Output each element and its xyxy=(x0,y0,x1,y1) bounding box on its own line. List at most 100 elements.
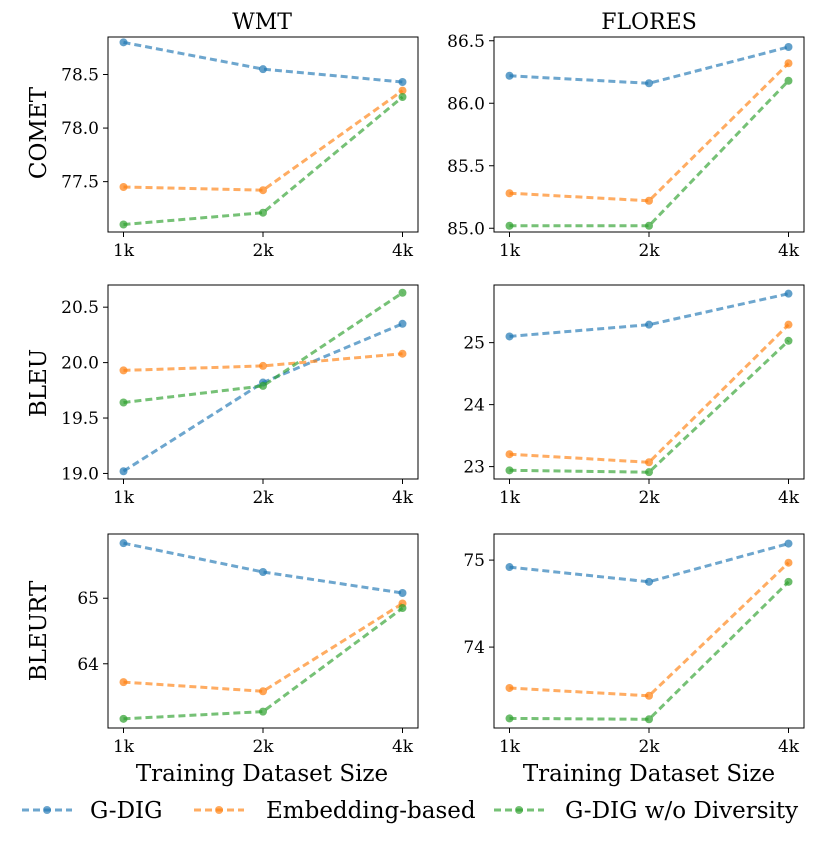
panel-flores-comet: 1k 2k 4k 85.0 85.5 86.0 86.5 xyxy=(447,32,805,261)
panel-flores-comet-y-tick-label-85-0: 85.0 xyxy=(447,219,485,239)
legend: G-DIG Embedding-based G-DIG w/o Diversit… xyxy=(22,798,798,824)
panel-wmt-comet: 1k 2k 4k 77.5 78.0 78.5 xyxy=(61,36,419,261)
panel-wmt-comet-series-embedding-based-point-2k xyxy=(259,186,267,195)
panel-flores-bleu: 1k 2k 4k 23 24 25 xyxy=(463,284,805,508)
panel-wmt-bleu-y-tick-label-19-0: 19.0 xyxy=(61,464,99,484)
panel-wmt-bleurt: 1k 2k 4k 64 65 xyxy=(77,533,419,757)
panel-wmt-bleurt-series-g-dig-point-4k xyxy=(398,588,407,597)
panel-flores-bleu-x-tick-label-1k: 1k xyxy=(499,488,521,508)
panel-flores-comet-x-tick-label-1k: 1k xyxy=(499,241,521,261)
panel-flores-bleurt-series-g-dig-w-o-diversity-point-2k xyxy=(645,715,653,724)
panel-flores-bleu-x-tick-label-2k: 2k xyxy=(638,488,660,508)
panel-flores-bleu-series-g-dig-w-o-diversity-point-1k xyxy=(505,466,514,475)
panel-flores-bleurt-series-embedding-based-point-1k xyxy=(505,683,514,692)
panel-flores-bleurt-series-g-dig-w-o-diversity-point-1k xyxy=(505,714,514,723)
panel-wmt-comet-series-g-dig-point-4k xyxy=(398,78,407,86)
panel-flores-bleurt-y-tick-label-75: 75 xyxy=(463,551,485,571)
panels: 1k 2k 4k 77.5 78.0 78.5 1k 2k 4k 85.0 85.5 86.0 86.5… xyxy=(61,32,805,757)
panel-flores-comet-series-embedding-based-point-4k xyxy=(784,59,793,68)
panel-flores-bleurt-series-g-dig-point-1k xyxy=(505,563,514,572)
panel-wmt-bleurt-x-tick-label-4k: 4k xyxy=(392,737,414,757)
legend-entry-g-dig: G-DIG xyxy=(22,798,162,824)
panel-flores-bleu-y-tick-label-25: 25 xyxy=(463,334,485,354)
panel-wmt-bleu-series-g-dig-w-o-diversity-point-1k xyxy=(119,398,128,407)
panel-wmt-bleurt-series-embedding-based-point-1k xyxy=(119,678,128,687)
panel-wmt-comet-x-tick-label-2k: 2k xyxy=(252,241,274,261)
panel-flores-comet-series-g-dig-w-o-diversity-point-2k xyxy=(645,221,653,230)
panel-wmt-bleu-y-tick-label-20-0: 20.0 xyxy=(61,354,99,374)
x-axis-title-wmt: Training Dataset Size xyxy=(136,761,388,787)
panel-flores-bleurt-series-g-dig-point-2k xyxy=(645,577,653,586)
panel-wmt-bleu-series-embedding-based-point-2k xyxy=(259,361,267,370)
panel-wmt-bleu: 1k 2k 4k 19.0 19.5 20.0 20.5 xyxy=(61,284,419,508)
panel-flores-comet-series-embedding-based-point-1k xyxy=(505,189,514,198)
panel-wmt-bleurt-x-tick-label-1k: 1k xyxy=(113,737,135,757)
panel-flores-bleurt-series-embedding-based-line xyxy=(509,561,790,698)
panel-wmt-comet-y-tick-label-78-0: 78.0 xyxy=(61,119,99,139)
panel-flores-comet-series-g-dig-line xyxy=(509,45,789,85)
panel-flores-comet-series-g-dig-point-1k xyxy=(505,71,514,80)
panel-wmt-bleu-x-tick-label-4k: 4k xyxy=(392,488,414,508)
panel-flores-comet-x-tick-label-2k: 2k xyxy=(638,241,660,261)
panel-wmt-comet-x-tick-label-1k: 1k xyxy=(113,241,135,261)
panel-flores-bleu-series-g-dig-w-o-diversity-line xyxy=(509,339,790,474)
panel-wmt-bleurt-x-tick-label-2k: 2k xyxy=(252,737,274,757)
panel-wmt-bleu-series-embedding-based-point-1k xyxy=(119,366,128,375)
panel-wmt-bleurt-frame xyxy=(107,533,419,729)
panel-flores-bleurt-x-tick-label-4k: 4k xyxy=(778,737,800,757)
panel-wmt-comet-series-g-dig-w-o-diversity-line xyxy=(123,95,404,226)
panel-wmt-bleurt-series-g-dig-line xyxy=(123,541,403,595)
legend-label-g-dig: G-DIG xyxy=(90,798,162,824)
panel-flores-comet-series-embedding-based-point-2k xyxy=(645,196,653,205)
legend-label-embedding-based: Embedding-based xyxy=(266,798,476,824)
panel-flores-bleu-series-embedding-based-point-1k xyxy=(505,450,514,459)
panel-flores-comet-y-tick-label-86-0: 86.0 xyxy=(447,94,485,114)
panel-flores-bleurt: 1k 2k 4k 74 75 xyxy=(463,533,805,757)
panel-flores-comet-series-g-dig-point-4k xyxy=(784,43,793,51)
panel-wmt-bleu-x-tick-label-2k: 2k xyxy=(252,488,274,508)
panel-wmt-comet-series-g-dig-point-2k xyxy=(259,65,267,74)
legend-marker-embedding-based xyxy=(215,806,223,814)
panel-flores-bleurt-series-embedding-based-point-4k xyxy=(784,558,793,567)
row-label-bleu: BLEU xyxy=(26,349,52,417)
panel-flores-comet-y-tick-label-85-5: 85.5 xyxy=(447,157,485,177)
panel-wmt-comet-series-g-dig-w-o-diversity-point-1k xyxy=(119,220,128,229)
panel-flores-comet-series-g-dig-w-o-diversity-point-1k xyxy=(505,221,514,230)
panel-wmt-bleurt-series-g-dig-point-1k xyxy=(119,539,128,548)
panel-flores-bleurt-x-tick-label-2k: 2k xyxy=(638,737,660,757)
panel-flores-bleu-series-embedding-based-point-2k xyxy=(645,458,653,467)
panel-wmt-bleu-series-g-dig-point-4k xyxy=(398,319,407,328)
panel-flores-bleurt-series-g-dig-point-4k xyxy=(784,539,793,548)
panel-wmt-comet-series-embedding-based-point-1k xyxy=(119,183,128,191)
panel-wmt-bleu-x-tick-label-1k: 1k xyxy=(113,488,135,508)
panel-flores-bleu-series-g-dig-line xyxy=(509,292,789,338)
legend-marker-g-dig xyxy=(43,806,51,814)
panel-wmt-bleu-series-g-dig-line xyxy=(122,322,404,473)
panel-wmt-bleu-series-g-dig-w-o-diversity-point-2k xyxy=(259,381,267,390)
panel-flores-bleu-series-g-dig-w-o-diversity-point-2k xyxy=(645,468,653,477)
panel-wmt-bleu-series-g-dig-point-1k xyxy=(119,467,128,476)
panel-flores-bleu-series-g-dig-point-1k xyxy=(505,332,514,341)
panel-flores-bleu-series-embedding-based-line xyxy=(509,323,790,464)
panel-wmt-comet-series-g-dig-point-1k xyxy=(119,38,128,47)
panel-wmt-bleurt-series-g-dig-point-2k xyxy=(259,568,267,577)
panel-flores-bleurt-series-g-dig-w-o-diversity-line xyxy=(509,580,790,721)
legend-entry-embedding-based: Embedding-based xyxy=(194,798,476,824)
panel-wmt-bleurt-series-g-dig-w-o-diversity-line xyxy=(123,606,404,721)
panel-flores-comet-series-g-dig-point-2k xyxy=(645,79,653,88)
panel-flores-comet-x-tick-label-4k: 4k xyxy=(778,241,800,261)
column-title-flores: FLORES xyxy=(601,10,697,35)
panel-wmt-comet-series-g-dig-line xyxy=(123,40,403,84)
panel-wmt-comet-series-g-dig-w-o-diversity-point-2k xyxy=(259,208,267,217)
panel-wmt-bleu-series-g-dig-w-o-diversity-line xyxy=(123,291,404,404)
panel-wmt-bleurt-series-g-dig-w-o-diversity-point-1k xyxy=(119,714,128,723)
legend-label-g-dig-wo-diversity: G-DIG w/o Diversity xyxy=(565,798,798,824)
panel-flores-comet-series-embedding-based-line xyxy=(509,62,790,203)
panel-wmt-bleu-y-tick-label-19-5: 19.5 xyxy=(61,409,99,429)
panel-wmt-bleurt-series-g-dig-w-o-diversity-point-2k xyxy=(259,707,267,716)
panel-flores-bleurt-x-tick-label-1k: 1k xyxy=(499,737,521,757)
panel-wmt-bleurt-y-tick-label-65: 65 xyxy=(77,589,99,609)
column-title-wmt: WMT xyxy=(232,10,292,35)
panel-flores-bleu-series-g-dig-point-4k xyxy=(784,289,793,298)
